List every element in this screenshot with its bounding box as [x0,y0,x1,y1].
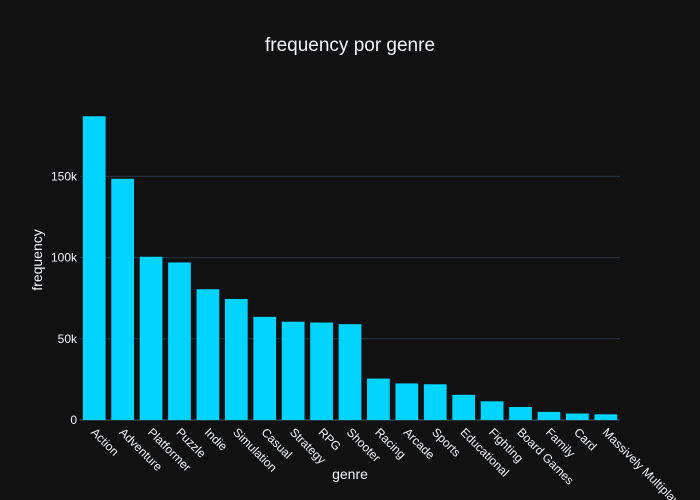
y-axis-title: frequency [29,229,45,290]
y-tick-label: 0 [70,413,77,427]
bar [82,116,106,420]
bar [480,401,504,420]
y-tick-label: 150k [51,169,78,183]
bar [111,178,134,420]
y-tick-label: 100k [51,251,78,265]
bar [196,289,220,420]
bar [509,407,532,420]
bar [566,413,589,420]
x-tick-label: Action [88,425,121,458]
y-tick-label: 50k [58,332,78,346]
bar [281,321,305,420]
bar [224,298,248,420]
bar [594,414,618,420]
bar [367,378,390,420]
bar [452,394,476,420]
bar [139,256,163,420]
bar [338,324,362,420]
chart-title: frequency por genre [265,35,435,56]
bar [395,383,419,420]
bars [82,116,618,420]
bar [168,262,191,420]
bar [253,316,277,420]
y-tick-labels: 0 50k 100k 150k [51,169,78,427]
bar [537,411,561,420]
x-axis-title: genre [332,466,368,482]
bar [423,384,447,420]
bar [310,322,333,420]
x-tick-label: Massively Multiplayer [600,425,691,500]
